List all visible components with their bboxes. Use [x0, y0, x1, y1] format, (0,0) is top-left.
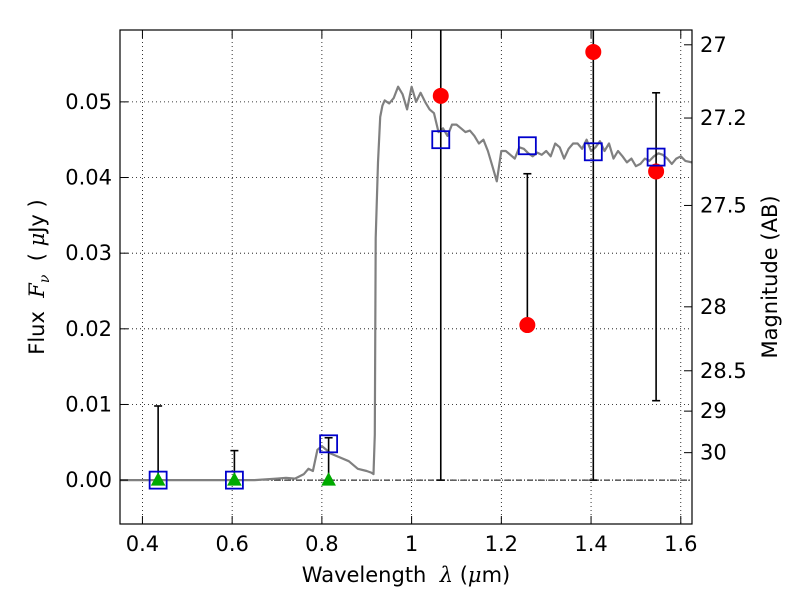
- x-tick-label-4: 1.2: [485, 532, 518, 556]
- y2-tick-label-3: 28: [700, 295, 727, 319]
- y2-tick-label-0: 27: [700, 33, 727, 57]
- model-flux-point-6: [646, 147, 666, 167]
- y-axis-label-subscript: ν: [37, 274, 53, 283]
- y2-tick-label-4: 28.5: [700, 359, 747, 383]
- plot-area: [120, 85, 692, 482]
- model-flux-point-2: [319, 434, 339, 454]
- observed-flux-point-3: [648, 163, 665, 180]
- y2-tick-label-2: 27.5: [700, 193, 747, 217]
- x-axis-label-unit: m): [482, 563, 511, 587]
- observed-flux-point-0: [432, 87, 449, 104]
- x-axis-label-mu: μ: [468, 563, 482, 587]
- y2-tick-label-6: 30: [700, 441, 727, 465]
- y-axis-label: Flux Fν ( μJy ): [25, 199, 53, 354]
- model-flux-point-4: [517, 136, 537, 156]
- y-axis-label-paren: (: [25, 246, 49, 274]
- y-tick-label-0: 0.00: [65, 468, 112, 492]
- observed-flux-point-2: [585, 43, 602, 60]
- model-flux-point-3: [431, 130, 451, 150]
- x-tick-label-5: 1.4: [574, 532, 607, 556]
- y2-axis-label: Magnitude (AB): [758, 195, 782, 358]
- plot-frame: [119, 29, 693, 525]
- tick-labels: 0.4 0.6 0.8 1 1.2 1.4 1.6 0.00 0.01 0.02 0.03 0.04 0…: [65, 33, 747, 556]
- y-axis-label-unit: Jy ): [25, 199, 49, 235]
- y-axis-label-text: Flux: [25, 298, 49, 355]
- y-tick-label-4: 0.04: [65, 166, 112, 190]
- y-axis-label-mu: μ: [25, 233, 49, 247]
- upper-limit-point-0: [150, 472, 166, 486]
- y-tick-label-1: 0.01: [65, 392, 112, 416]
- observed-flux-point-1: [519, 317, 536, 334]
- x-tick-label-0: 0.4: [126, 532, 159, 556]
- y2-tick-label-5: 29: [700, 399, 727, 423]
- x-axis-label-symbol: λ: [439, 563, 453, 587]
- x-axis-label-text: Wavelength: [302, 563, 440, 587]
- error-bars: [148, 30, 666, 490]
- x-tick-label-3: 1: [405, 532, 418, 556]
- ticks: [120, 30, 692, 524]
- model-flux-point-0: [148, 470, 168, 490]
- x-axis-label-paren: (: [453, 563, 468, 587]
- upper-limit-point-2: [321, 472, 336, 486]
- x-tick-label-6: 1.6: [664, 532, 697, 556]
- model-spectrum-line: [120, 85, 692, 482]
- x-tick-label-2: 0.8: [305, 532, 338, 556]
- y-tick-label-5: 0.05: [65, 90, 112, 114]
- y-tick-label-2: 0.02: [65, 317, 112, 341]
- x-tick-label-1: 0.6: [215, 532, 248, 556]
- y-axis-label-symbol: F: [25, 282, 49, 299]
- x-axis-label: Wavelength λ (μm): [302, 563, 510, 587]
- y-tick-label-3: 0.03: [65, 241, 112, 265]
- y2-tick-label-1: 27.2: [700, 106, 747, 130]
- model-flux-point-1: [224, 470, 244, 490]
- model-flux-point-5: [583, 142, 603, 162]
- upper-limit-point-1: [227, 472, 242, 486]
